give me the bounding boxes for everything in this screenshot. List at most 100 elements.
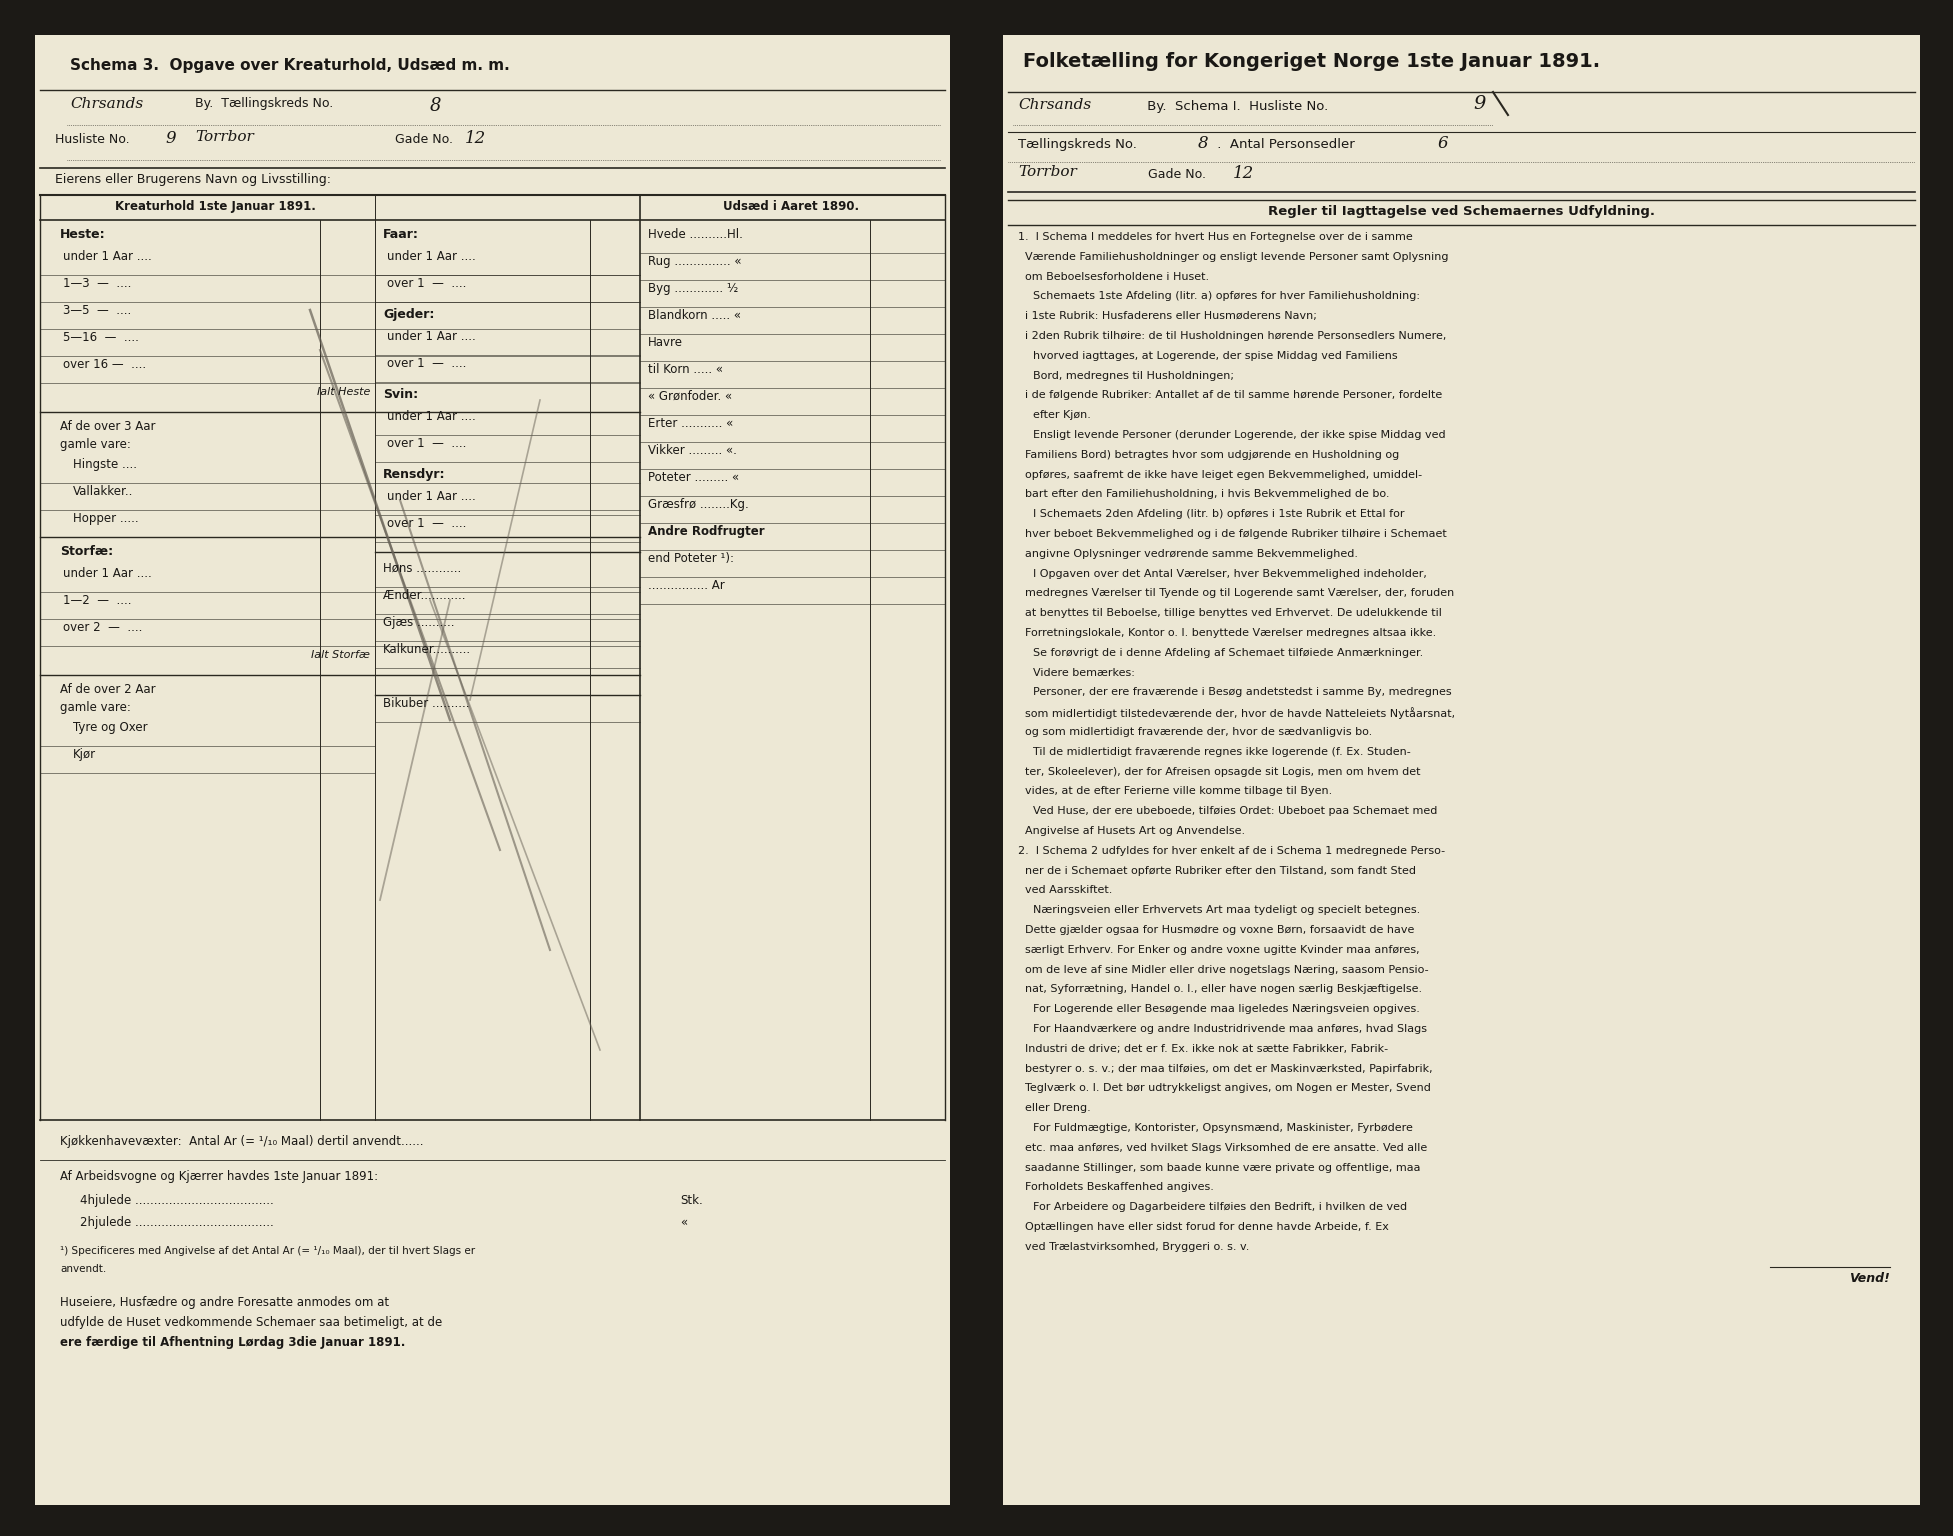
Text: Schema 3.  Opgave over Kreaturhold, Udsæd m. m.: Schema 3. Opgave over Kreaturhold, Udsæd… xyxy=(70,58,510,74)
Text: 9: 9 xyxy=(1473,95,1486,114)
Text: udfylde de Huset vedkommende Schemaer saa betimeligt, at de: udfylde de Huset vedkommende Schemaer sa… xyxy=(61,1316,441,1329)
Text: Udsæd i Aaret 1890.: Udsæd i Aaret 1890. xyxy=(723,200,859,214)
Text: Havre: Havre xyxy=(648,336,684,349)
Text: Af Arbeidsvogne og Kjærrer havdes 1ste Januar 1891:: Af Arbeidsvogne og Kjærrer havdes 1ste J… xyxy=(61,1170,379,1183)
Text: Familiens Bord) betragtes hvor som udgjørende en Husholdning og: Familiens Bord) betragtes hvor som udgjø… xyxy=(1025,450,1398,459)
Text: Chrsands: Chrsands xyxy=(1018,98,1092,112)
Text: Kreaturhold 1ste Januar 1891.: Kreaturhold 1ste Januar 1891. xyxy=(115,200,316,214)
Text: 2.  I Schema 2 udfyldes for hver enkelt af de i Schema 1 medregnede Perso-: 2. I Schema 2 udfyldes for hver enkelt a… xyxy=(1018,846,1445,856)
Text: om Beboelsesforholdene i Huset.: om Beboelsesforholdene i Huset. xyxy=(1025,272,1209,281)
Text: ved Aarsskiftet.: ved Aarsskiftet. xyxy=(1025,885,1113,895)
Text: For Logerende eller Besøgende maa ligeledes Næringsveien opgives.: For Logerende eller Besøgende maa ligele… xyxy=(1033,1005,1420,1014)
Text: under 1 Aar ....: under 1 Aar .... xyxy=(62,250,152,263)
Text: Gade No.: Gade No. xyxy=(395,134,453,146)
Text: Bikuber ..........: Bikuber .......... xyxy=(383,697,469,710)
Text: 9: 9 xyxy=(164,131,176,147)
Text: 1—3  —  ....: 1—3 — .... xyxy=(62,276,131,290)
Text: bart efter den Familiehusholdning, i hvis Bekvemmelighed de bo.: bart efter den Familiehusholdning, i hvi… xyxy=(1025,490,1389,499)
Text: 1—2  —  ....: 1—2 — .... xyxy=(62,594,131,607)
Text: Regler til Iagttagelse ved Schemaernes Udfyldning.: Regler til Iagttagelse ved Schemaernes U… xyxy=(1267,204,1654,218)
Text: anvendt.: anvendt. xyxy=(61,1264,105,1273)
Text: bestyrer o. s. v.; der maa tilføies, om det er Maskinværksted, Papirfabrik,: bestyrer o. s. v.; der maa tilføies, om … xyxy=(1025,1063,1434,1074)
Text: I Schemaets 2den Afdeling (litr. b) opføres i 1ste Rubrik et Ettal for: I Schemaets 2den Afdeling (litr. b) opfø… xyxy=(1033,510,1404,519)
Text: Værende Familiehusholdninger og ensligt levende Personer samt Oplysning: Værende Familiehusholdninger og ensligt … xyxy=(1025,252,1449,261)
Text: Svin:: Svin: xyxy=(383,389,418,401)
Text: i de følgende Rubriker: Antallet af de til samme hørende Personer, fordelte: i de følgende Rubriker: Antallet af de t… xyxy=(1025,390,1441,401)
Text: gamle vare:: gamle vare: xyxy=(61,700,131,714)
Text: By.  Tællingskreds No.: By. Tællingskreds No. xyxy=(195,97,334,111)
Text: efter Kjøn.: efter Kjøn. xyxy=(1033,410,1092,421)
Text: 12: 12 xyxy=(465,131,486,147)
Text: For Haandværkere og andre Industridrivende maa anføres, hvad Slags: For Haandværkere og andre Industridriven… xyxy=(1033,1025,1428,1034)
Text: ved Trælastvirksomhed, Bryggeri o. s. v.: ved Trælastvirksomhed, Bryggeri o. s. v. xyxy=(1025,1241,1250,1252)
Text: under 1 Aar ....: under 1 Aar .... xyxy=(387,330,477,343)
Text: 12: 12 xyxy=(1232,164,1254,181)
Text: 6: 6 xyxy=(1437,135,1449,152)
Text: over 16 —  ....: over 16 — .... xyxy=(62,358,146,372)
Text: Stk.: Stk. xyxy=(680,1193,703,1207)
Text: Bord, medregnes til Husholdningen;: Bord, medregnes til Husholdningen; xyxy=(1033,370,1234,381)
Text: Videre bemærkes:: Videre bemærkes: xyxy=(1033,668,1135,677)
Text: Af de over 2 Aar: Af de over 2 Aar xyxy=(61,684,156,696)
Text: « Grønfoder. «: « Grønfoder. « xyxy=(648,390,732,402)
Text: særligt Erhverv. For Enker og andre voxne ugitte Kvinder maa anføres,: særligt Erhverv. For Enker og andre voxn… xyxy=(1025,945,1420,955)
Text: Kjør: Kjør xyxy=(72,748,96,760)
Text: gamle vare:: gamle vare: xyxy=(61,438,131,452)
Text: og som midlertidigt fraværende der, hvor de sædvanligvis bo.: og som midlertidigt fraværende der, hvor… xyxy=(1025,727,1373,737)
Text: Hopper .....: Hopper ..... xyxy=(72,511,139,525)
Text: til Korn ..... «: til Korn ..... « xyxy=(648,362,723,376)
Text: Andre Rodfrugter: Andre Rodfrugter xyxy=(648,525,766,538)
Text: Forholdets Beskaffenhed angives.: Forholdets Beskaffenhed angives. xyxy=(1025,1183,1215,1192)
Text: Kalkuner..........: Kalkuner.......... xyxy=(383,644,471,656)
Text: ................ Ar: ................ Ar xyxy=(648,579,725,591)
Text: Kjøkkenhavevæxter:  Antal Ar (= ¹/₁₀ Maal) dertil anvendt......: Kjøkkenhavevæxter: Antal Ar (= ¹/₁₀ Maal… xyxy=(61,1135,424,1147)
Text: etc. maa anføres, ved hvilket Slags Virksomhed de ere ansatte. Ved alle: etc. maa anføres, ved hvilket Slags Virk… xyxy=(1025,1143,1428,1154)
Text: Ensligt levende Personer (derunder Logerende, der ikke spise Middag ved: Ensligt levende Personer (derunder Loger… xyxy=(1033,430,1445,439)
Text: Af de over 3 Aar: Af de over 3 Aar xyxy=(61,419,156,433)
Text: over 2  —  ....: over 2 — .... xyxy=(62,621,143,634)
Text: 8: 8 xyxy=(1197,135,1209,152)
Text: over 1  —  ....: over 1 — .... xyxy=(387,518,467,530)
Text: Se forøvrigt de i denne Afdeling af Schemaet tilføiede Anmærkninger.: Se forøvrigt de i denne Afdeling af Sche… xyxy=(1033,648,1424,657)
Text: ¹) Specificeres med Angivelse af det Antal Ar (= ¹/₁₀ Maal), der til hvert Slags: ¹) Specificeres med Angivelse af det Ant… xyxy=(61,1246,475,1256)
Text: 8: 8 xyxy=(430,97,441,115)
Text: opføres, saafremt de ikke have leiget egen Bekvemmelighed, umiddel-: opføres, saafremt de ikke have leiget eg… xyxy=(1025,470,1422,479)
Text: under 1 Aar ....: under 1 Aar .... xyxy=(387,490,477,502)
Text: Teglværk o. l. Det bør udtrykkeligst angives, om Nogen er Mester, Svend: Teglværk o. l. Det bør udtrykkeligst ang… xyxy=(1025,1083,1432,1094)
Text: Vend!: Vend! xyxy=(1849,1272,1891,1284)
Text: Hingste ....: Hingste .... xyxy=(72,458,137,472)
Text: hvorved iagttages, at Logerende, der spise Middag ved Familiens: hvorved iagttages, at Logerende, der spi… xyxy=(1033,350,1398,361)
Text: over 1  —  ....: over 1 — .... xyxy=(387,356,467,370)
Text: Husliste No.: Husliste No. xyxy=(55,134,129,146)
Text: Huseiere, Husfædre og andre Foresatte anmodes om at: Huseiere, Husfædre og andre Foresatte an… xyxy=(61,1296,389,1309)
Text: medregnes Værelser til Tyende og til Logerende samt Værelser, der, foruden: medregnes Værelser til Tyende og til Log… xyxy=(1025,588,1455,599)
Text: Schemaets 1ste Afdeling (litr. a) opføres for hver Familiehusholdning:: Schemaets 1ste Afdeling (litr. a) opføre… xyxy=(1033,292,1420,301)
Text: By.  Schema I.  Husliste No.: By. Schema I. Husliste No. xyxy=(1143,100,1328,114)
Text: Byg ............. ½: Byg ............. ½ xyxy=(648,283,738,295)
Text: Eierens eller Brugerens Navn og Livsstilling:: Eierens eller Brugerens Navn og Livsstil… xyxy=(55,174,330,186)
Text: Ænder............: Ænder............ xyxy=(383,588,465,602)
Text: Personer, der ere fraværende i Besøg andetstedst i samme By, medregnes: Personer, der ere fraværende i Besøg and… xyxy=(1033,688,1451,697)
Text: under 1 Aar ....: under 1 Aar .... xyxy=(387,250,477,263)
Text: ner de i Schemaet opførte Rubriker efter den Tilstand, som fandt Sted: ner de i Schemaet opførte Rubriker efter… xyxy=(1025,866,1416,876)
Text: 5—16  —  ....: 5—16 — .... xyxy=(62,330,139,344)
Text: Rensdyr:: Rensdyr: xyxy=(383,468,445,481)
Text: Næringsveien eller Erhvervets Art maa tydeligt og specielt betegnes.: Næringsveien eller Erhvervets Art maa ty… xyxy=(1033,905,1420,915)
Text: at benyttes til Beboelse, tillige benyttes ved Erhvervet. De udelukkende til: at benyttes til Beboelse, tillige benytt… xyxy=(1025,608,1441,617)
Text: hver beboet Bekvemmelighed og i de følgende Rubriker tilhøire i Schemaet: hver beboet Bekvemmelighed og i de følge… xyxy=(1025,528,1447,539)
Text: nat, Syforrætning, Handel o. l., eller have nogen særlig Beskjæftigelse.: nat, Syforrætning, Handel o. l., eller h… xyxy=(1025,985,1422,994)
Text: ter, Skoleelever), der for Afreisen opsagde sit Logis, men om hvem det: ter, Skoleelever), der for Afreisen opsa… xyxy=(1025,766,1420,777)
Text: Vallakker..: Vallakker.. xyxy=(72,485,133,498)
Text: 3—5  —  ....: 3—5 — .... xyxy=(62,304,131,316)
Text: om de leve af sine Midler eller drive nogetslags Næring, saasom Pensio-: om de leve af sine Midler eller drive no… xyxy=(1025,965,1430,975)
Text: Dette gjælder ogsaa for Husmødre og voxne Børn, forsaavidt de have: Dette gjælder ogsaa for Husmødre og voxn… xyxy=(1025,925,1414,935)
Text: 1.  I Schema I meddeles for hvert Hus en Fortegnelse over de i samme: 1. I Schema I meddeles for hvert Hus en … xyxy=(1018,232,1412,243)
Text: Høns ............: Høns ............ xyxy=(383,562,461,574)
Text: Torrbor: Torrbor xyxy=(1018,164,1076,180)
Text: Folketælling for Kongeriget Norge 1ste Januar 1891.: Folketælling for Kongeriget Norge 1ste J… xyxy=(1023,52,1600,71)
Text: som midlertidigt tilstedeværende der, hvor de havde Natteleiets Nytåarsnat,: som midlertidigt tilstedeværende der, hv… xyxy=(1025,707,1455,719)
Text: «: « xyxy=(680,1217,687,1229)
Text: Optællingen have eller sidst forud for denne havde Arbeide, f. Ex: Optællingen have eller sidst forud for d… xyxy=(1025,1223,1389,1232)
Bar xyxy=(35,35,949,1505)
Bar xyxy=(1004,35,1920,1505)
